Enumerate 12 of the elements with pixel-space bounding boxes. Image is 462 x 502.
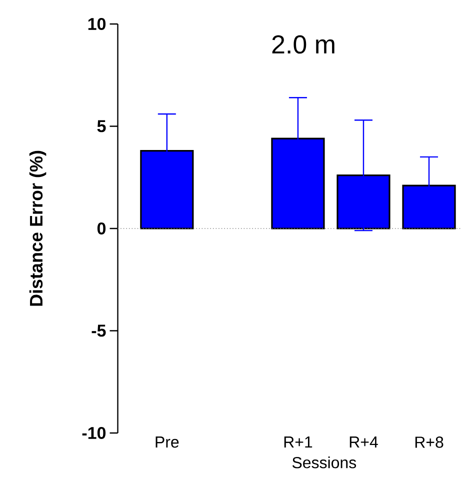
y-tick-label: 5 bbox=[97, 120, 106, 132]
x-tick-label: R+1 bbox=[284, 436, 312, 448]
y-tick-label: 10 bbox=[88, 18, 106, 30]
y-tick-label: -5 bbox=[92, 324, 106, 337]
y-tick-label: -10 bbox=[82, 426, 106, 440]
chart-title: 2.0 m bbox=[272, 35, 334, 54]
x-tick-label: R+4 bbox=[350, 436, 378, 448]
y-axis-title: Distance Error (%) bbox=[29, 150, 46, 306]
x-tick-label: Pre bbox=[156, 436, 179, 448]
x-tick-label: R+8 bbox=[416, 436, 444, 448]
x-axis-title: Sessions bbox=[292, 456, 356, 468]
y-tick-label: 0 bbox=[98, 222, 106, 235]
